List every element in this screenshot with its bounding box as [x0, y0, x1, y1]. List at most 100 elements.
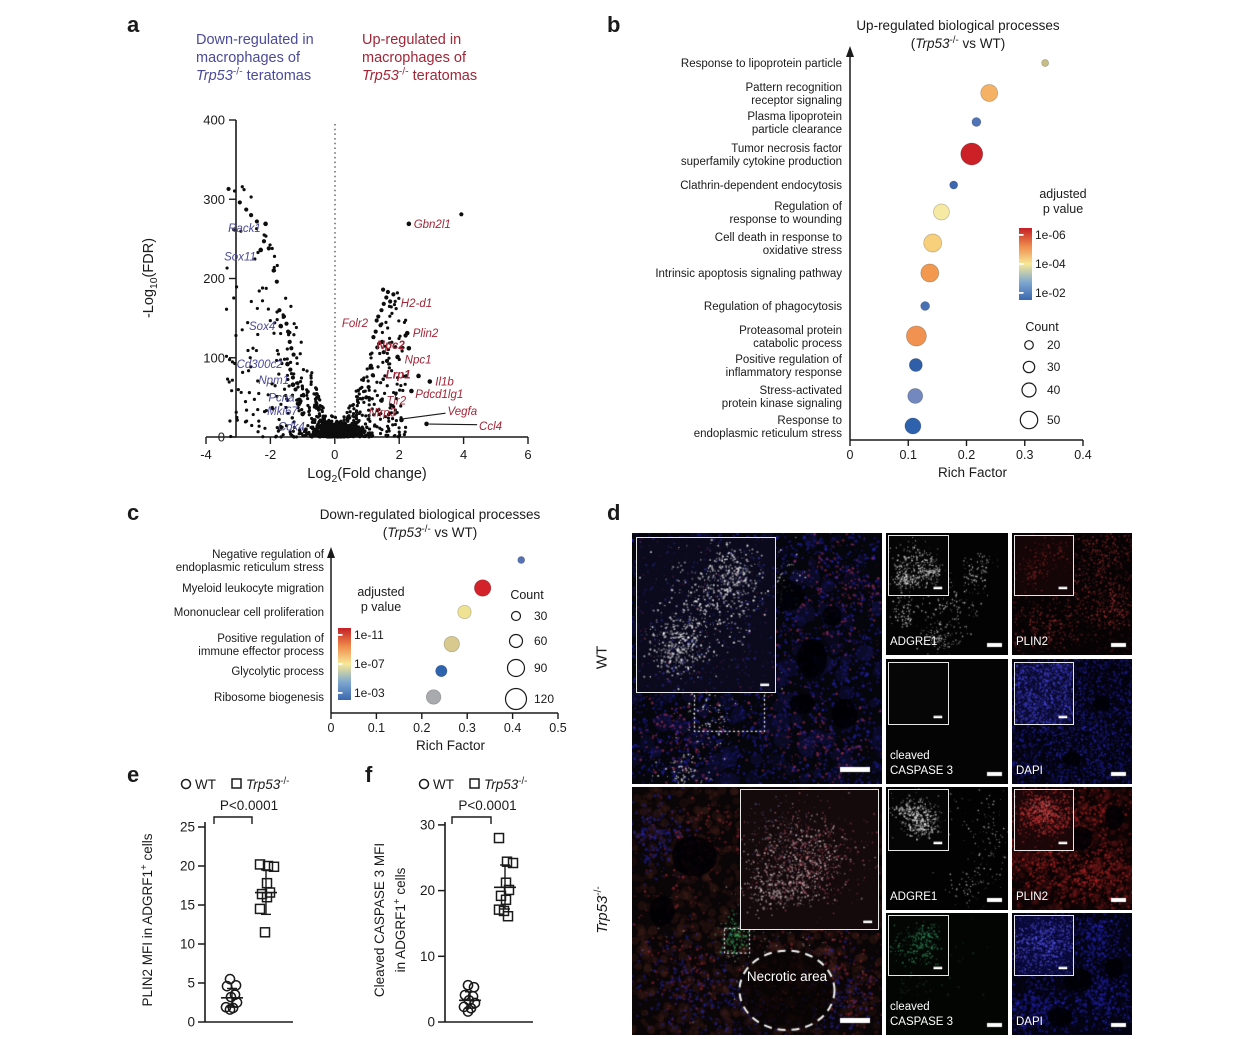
y-tick: 10 [180, 937, 195, 952]
volcano-point [341, 426, 346, 430]
volcano-point [232, 296, 236, 300]
volcano-point [356, 401, 360, 405]
x-tick: 0.3 [459, 721, 476, 735]
volcano-point [306, 423, 310, 428]
volcano-point [361, 431, 365, 435]
volcano-point [352, 418, 356, 423]
volcano-point [349, 428, 354, 432]
volcano-point [368, 352, 373, 356]
volcano-point [394, 307, 398, 311]
volcano-point [387, 419, 391, 423]
volcano-point [403, 382, 407, 386]
gene-label-up: H2-d1 [401, 298, 432, 310]
bubble-point [904, 417, 922, 435]
y-tick: 20 [180, 859, 195, 874]
volcano-point [348, 410, 352, 414]
volcano-point [376, 314, 381, 319]
count-legend-title: Count [1025, 320, 1059, 334]
trp53-merge: Necrotic area [632, 787, 882, 1035]
y-tick: 30 [420, 817, 435, 832]
volcano-point [356, 433, 360, 438]
volcano-point [373, 329, 378, 334]
volcano-point [367, 408, 371, 412]
category-label: response to wounding [729, 214, 842, 226]
volcano-point [230, 389, 234, 393]
chart-title: Up-regulated biological processes [856, 18, 1060, 33]
volcano-point [351, 403, 355, 407]
volcano-point [234, 410, 238, 414]
volcano-point [275, 426, 279, 430]
volcano-point [400, 349, 404, 353]
ko-point [254, 903, 266, 915]
gene-label-up: Vegfa [448, 406, 478, 418]
volcano-point [230, 378, 234, 382]
volcano-point [280, 361, 284, 366]
p-tick-label: 1e-04 [1035, 257, 1066, 271]
gene-label-up: Npc1 [405, 354, 432, 366]
volcano-point [295, 361, 299, 366]
volcano-point [256, 250, 260, 255]
y-tick: 400 [203, 113, 225, 128]
volcano-point [365, 425, 369, 430]
volcano-point [354, 413, 359, 417]
volcano-point [268, 243, 272, 247]
volcano-point [316, 433, 320, 437]
trp53-merge-inset [740, 789, 879, 930]
volcano-point [345, 410, 349, 415]
volcano-point [354, 410, 359, 414]
x-tick: 0.1 [900, 448, 917, 462]
volcano-point [253, 257, 257, 261]
volcano-point [256, 379, 260, 383]
volcano-point [404, 318, 408, 322]
volcano-point [271, 268, 276, 273]
volcano-point [256, 332, 260, 337]
header-downregulated: macrophages of [196, 50, 301, 66]
volcano-point [234, 285, 239, 289]
volcano-point [225, 377, 230, 381]
volcano-point [386, 416, 391, 420]
volcano-point [257, 391, 261, 396]
volcano-point [275, 318, 279, 322]
volcano-point [379, 308, 384, 313]
volcano-point [392, 302, 397, 307]
gene-point [258, 247, 264, 253]
volcano-point [370, 407, 374, 411]
bubble-point [971, 117, 982, 127]
category-label: Myeloid leukocyte migration [182, 583, 324, 595]
category-label: Regulation of phagocytosis [704, 301, 842, 313]
gene-label-down: Sox11 [224, 251, 256, 263]
gene-label-down: Mki67 [267, 406, 298, 418]
volcano-point [246, 369, 251, 373]
wt-caspase-label: cleaved CASPASE 3 [890, 749, 954, 778]
volcano-point [244, 408, 249, 412]
category-label: Mononuclear cell proliferation [174, 607, 324, 619]
volcano-point [398, 433, 402, 437]
volcano-point [372, 424, 377, 428]
volcano-point [309, 425, 313, 430]
p-legend-title: p value [361, 600, 401, 614]
volcano-point [397, 430, 401, 434]
panel-letter-c: c [127, 500, 140, 525]
header-downregulated: Down-regulated in [196, 32, 314, 48]
gene-point [285, 361, 290, 367]
volcano-point [379, 411, 383, 416]
volcano-point [292, 333, 296, 337]
volcano-point [380, 339, 385, 344]
volcano-point [360, 385, 364, 389]
volcano-point [360, 413, 364, 417]
category-label: receptor signaling [751, 95, 842, 107]
volcano-point [344, 423, 348, 427]
volcano-point [270, 246, 274, 251]
volcano-point [343, 434, 347, 439]
volcano-point [355, 421, 359, 425]
volcano-point [347, 431, 351, 436]
volcano-point [375, 380, 379, 384]
volcano-point [378, 351, 382, 356]
wt-merge [632, 533, 882, 784]
wt-legend-marker [418, 778, 430, 790]
bubble-point [980, 84, 999, 102]
wt-adgre1: ADGRE1 [886, 533, 1008, 655]
x-tick: 0.4 [1074, 448, 1091, 462]
y-tick: 100 [203, 350, 225, 365]
